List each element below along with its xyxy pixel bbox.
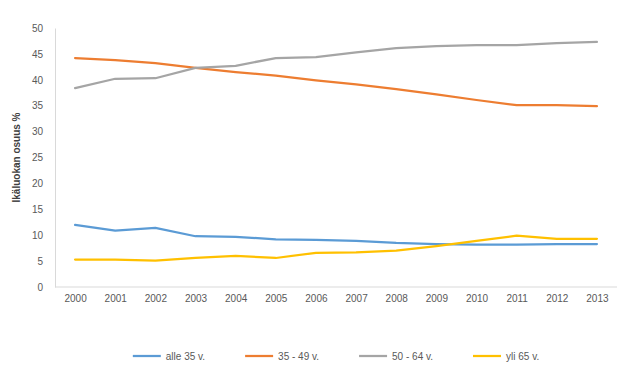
x-tick-label: 2005 (265, 293, 288, 304)
y-tick-label: 45 (32, 49, 44, 60)
y-tick-label: 15 (32, 204, 44, 215)
x-tick-label: 2000 (64, 293, 87, 304)
y-tick-label: 25 (32, 152, 44, 163)
y-tick: 10 (32, 230, 55, 241)
series-line (75, 236, 597, 261)
x-tick-label: 2012 (546, 293, 569, 304)
y-tick: 5 (37, 256, 55, 267)
x-tick-label: 2010 (466, 293, 489, 304)
x-tick-label: 2006 (305, 293, 328, 304)
y-tick: 15 (32, 204, 55, 215)
x-tick: 2002 (145, 287, 168, 304)
legend-swatch (133, 355, 161, 357)
y-tick-label: 30 (32, 126, 44, 137)
y-tick: 35 (32, 100, 55, 111)
chart: 0 5 10 15 20 25 30 35 40 45 50 2000 2001 2002 2003 2004… (0, 0, 624, 378)
legend-swatch (473, 355, 501, 357)
legend-swatch (359, 355, 387, 357)
x-tick: 2007 (345, 287, 368, 304)
legend-label: 50 - 64 v. (392, 351, 433, 362)
y-axis-line (55, 29, 56, 288)
y-tick-label: 35 (32, 100, 44, 111)
x-tick-label: 2007 (345, 293, 368, 304)
x-tick: 2004 (225, 287, 248, 304)
x-tick-label: 2008 (386, 293, 409, 304)
series-line (75, 58, 597, 106)
legend: alle 35 v. 35 - 49 v. 50 - 64 v. yli 65 v. (133, 351, 539, 362)
y-axis-title: Ikäluokan osuus % (11, 112, 22, 202)
x-tick-label: 2003 (185, 293, 208, 304)
x-tick: 2001 (105, 287, 128, 304)
x-axis: 2000 2001 2002 2003 2004 2005 2006 2007 2008 2009… (55, 287, 617, 304)
x-tick: 2013 (586, 287, 609, 304)
legend-item: yli 65 v. (473, 351, 539, 362)
series-line (75, 225, 597, 245)
x-tick: 2005 (265, 287, 288, 304)
y-tick-label: 5 (37, 256, 43, 267)
x-tick-label: 2002 (145, 293, 168, 304)
y-tick-label: 40 (32, 75, 44, 86)
y-tick-label: 0 (37, 282, 43, 293)
y-tick: 50 (32, 23, 55, 34)
x-tick: 2000 (64, 287, 87, 304)
x-tick: 2010 (466, 287, 489, 304)
x-tick: 2011 (506, 287, 528, 304)
y-tick: 20 (32, 178, 55, 189)
x-tick: 2012 (546, 287, 569, 304)
legend-label: 35 - 49 v. (278, 351, 319, 362)
x-tick: 2003 (185, 287, 208, 304)
y-tick: 40 (32, 75, 55, 86)
y-tick: 25 (32, 152, 55, 163)
legend-swatch (245, 355, 273, 357)
x-tick: 2006 (305, 287, 328, 304)
legend-item: 35 - 49 v. (245, 351, 319, 362)
lines (75, 42, 597, 261)
x-tick-label: 2001 (105, 293, 128, 304)
y-tick-label: 50 (32, 23, 44, 34)
x-tick-label: 2009 (426, 293, 449, 304)
x-axis-line (55, 287, 617, 288)
y-tick-label: 10 (32, 230, 44, 241)
legend-item: alle 35 v. (133, 351, 205, 362)
x-tick-label: 2011 (506, 293, 528, 304)
y-tick: 0 (37, 282, 55, 293)
legend-label: alle 35 v. (166, 351, 205, 362)
x-tick: 2008 (386, 287, 409, 304)
legend-label: yli 65 v. (506, 351, 539, 362)
x-tick-label: 2013 (586, 293, 609, 304)
y-tick: 30 (32, 126, 55, 137)
x-tick-label: 2004 (225, 293, 248, 304)
series-line (75, 42, 597, 88)
y-axis: 0 5 10 15 20 25 30 35 40 45 50 (32, 23, 56, 293)
x-tick: 2009 (426, 287, 449, 304)
y-tick: 45 (32, 49, 55, 60)
y-tick-label: 20 (32, 178, 44, 189)
legend-item: 50 - 64 v. (359, 351, 433, 362)
